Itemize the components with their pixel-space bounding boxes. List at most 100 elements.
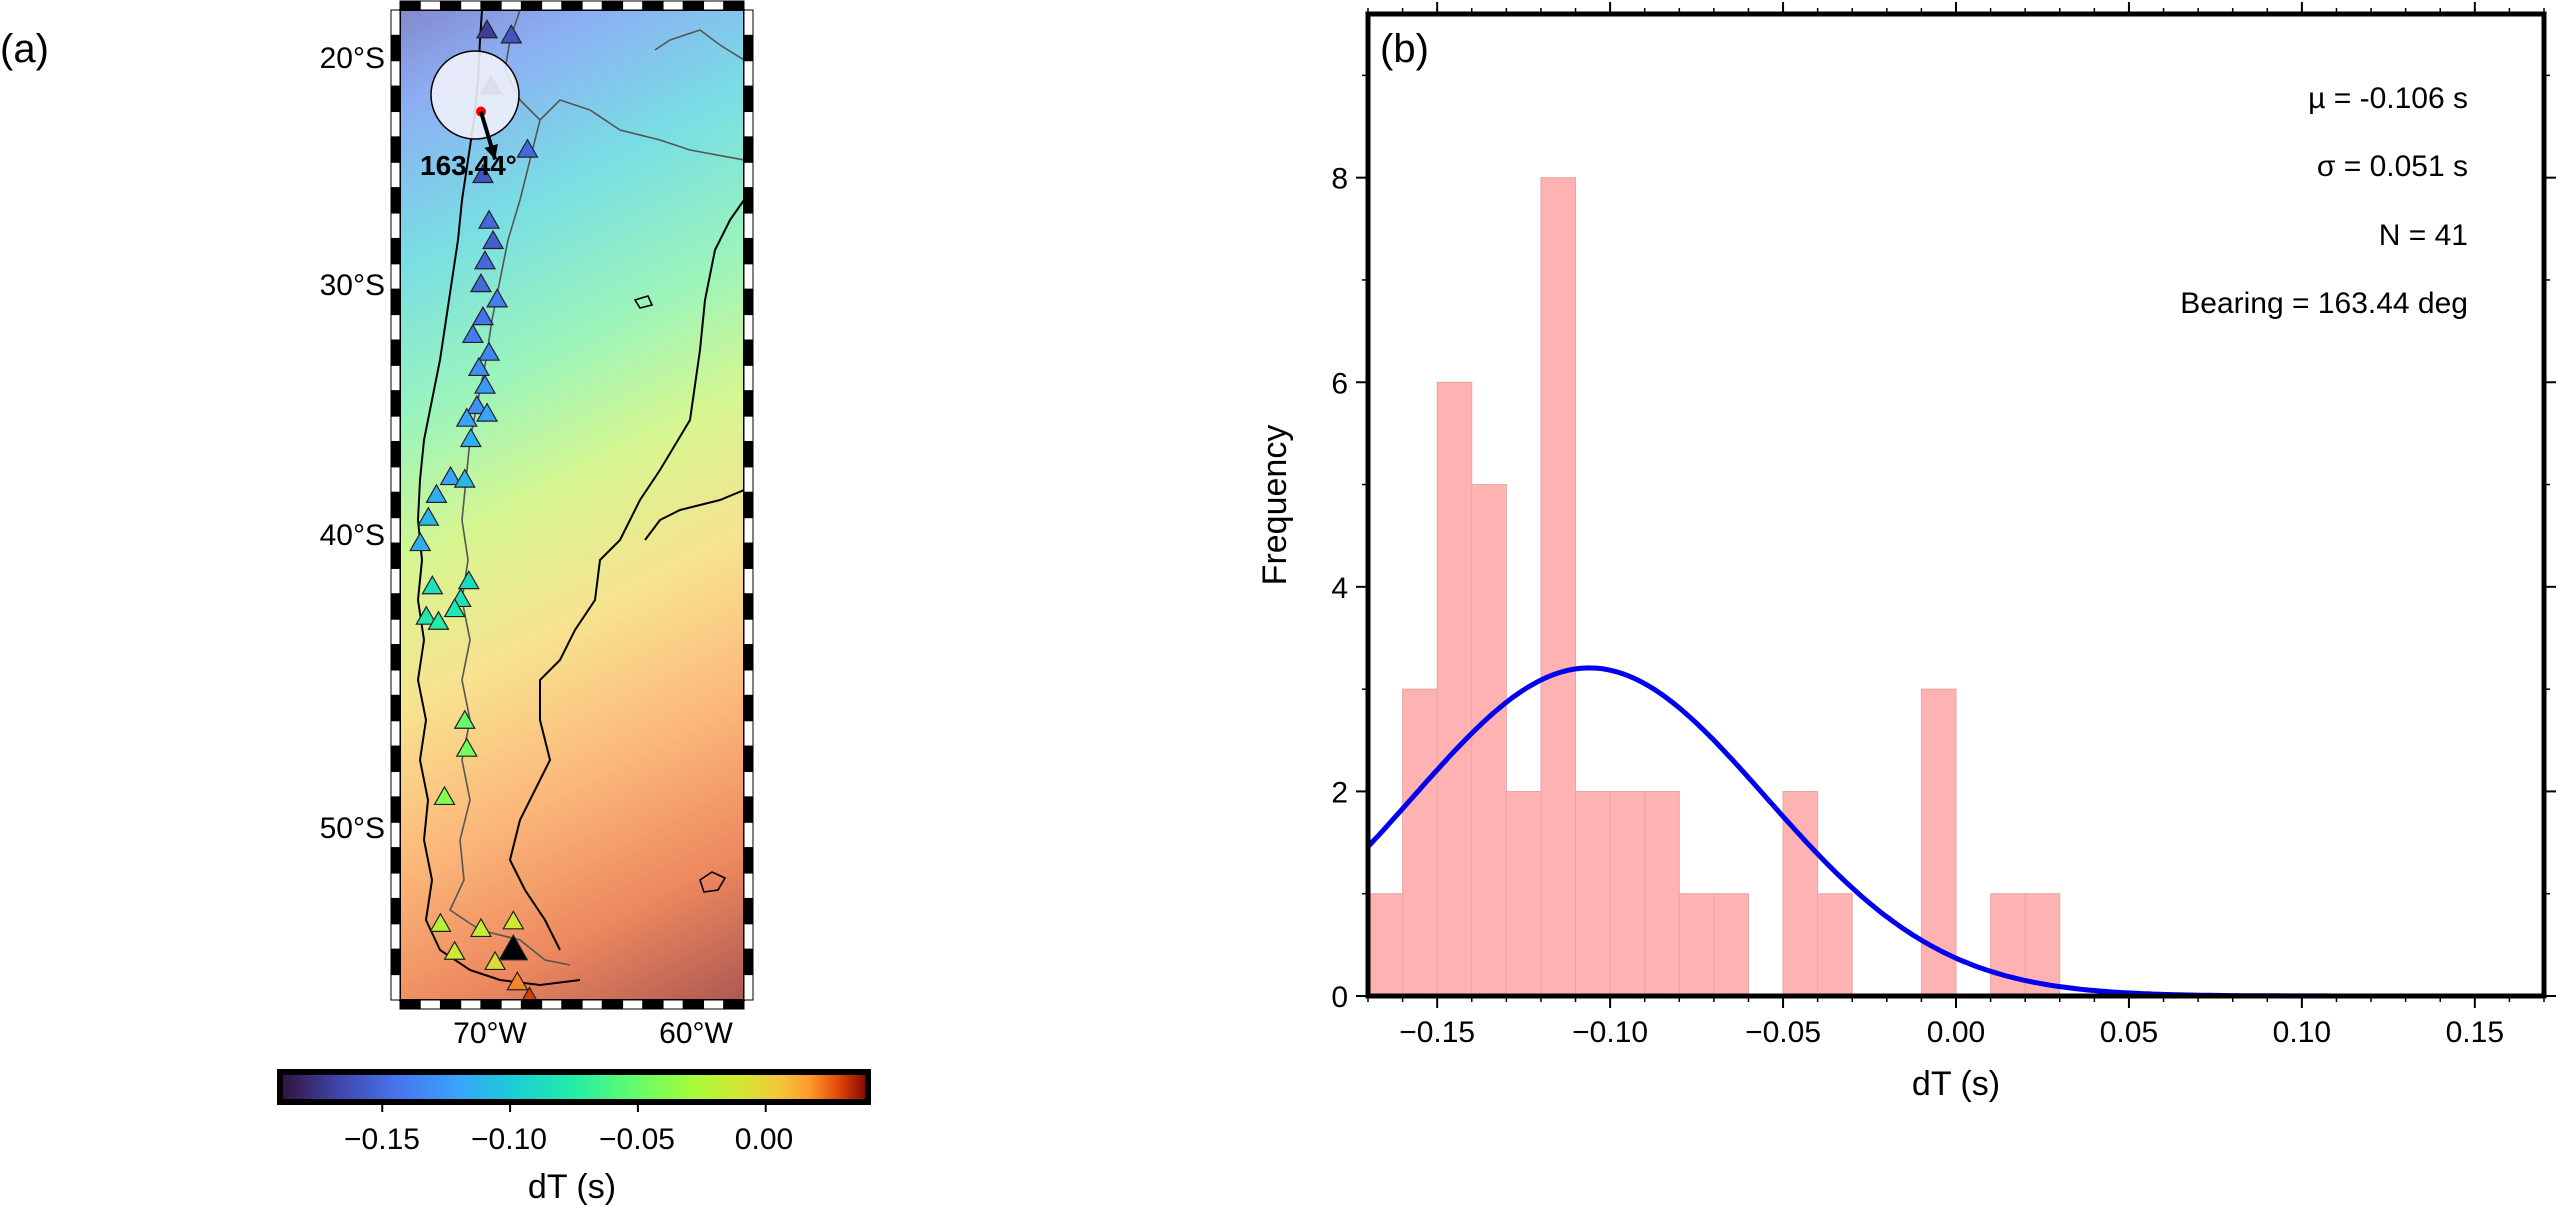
frame-segment — [419, 999, 441, 1010]
histogram-bar — [1436, 381, 1473, 997]
y-tick-label: 6 — [1331, 367, 1348, 400]
histogram-bar — [1920, 688, 1957, 997]
frame-segment — [743, 339, 754, 366]
histogram-bar — [1402, 688, 1438, 997]
frame-segment — [743, 85, 754, 113]
frame-segment — [743, 390, 754, 417]
frame-segment — [390, 111, 401, 138]
colorbar-gradient — [277, 1069, 871, 1105]
frame-segment — [390, 339, 401, 366]
frame-segment — [480, 0, 502, 11]
x-axis-label: dT (s) — [1912, 1065, 2000, 1103]
station-marker — [439, 465, 462, 486]
y-axis: 0 2 4 6 8 — [1331, 74, 2556, 1014]
frame-segment — [743, 720, 754, 747]
frame-segment — [480, 999, 502, 1010]
frame-segment — [743, 161, 754, 189]
station-marker — [409, 531, 432, 552]
histogram-bar — [1367, 893, 1404, 997]
station-marker — [478, 209, 501, 229]
frame-segment — [581, 0, 603, 11]
frame-segment — [682, 999, 705, 1010]
frame-segment — [390, 263, 401, 290]
station-marker — [473, 374, 497, 394]
frame-segment — [743, 34, 754, 62]
station-marker — [443, 597, 466, 618]
frame-segment — [743, 263, 754, 290]
frame-segment — [743, 923, 754, 950]
frame-segment — [743, 136, 754, 163]
frame-segment — [390, 390, 401, 417]
frame-segment — [541, 0, 563, 11]
frame-segment — [390, 745, 401, 773]
frame-segment — [390, 187, 401, 214]
frame-segment — [743, 9, 754, 36]
frame-segment — [520, 0, 543, 11]
frame-segment — [743, 60, 754, 87]
station-marker — [455, 407, 478, 427]
frame-segment — [622, 999, 644, 1010]
station-marker — [486, 288, 509, 308]
frame-segment — [460, 0, 482, 11]
frame-segment — [390, 9, 401, 36]
frame-segment — [743, 567, 754, 595]
station-marker — [421, 575, 444, 595]
frame-segment — [743, 441, 754, 468]
station-marker — [465, 394, 488, 415]
histogram-bars — [1367, 177, 2061, 997]
frame-segment — [743, 821, 754, 849]
frame-segment — [390, 517, 401, 544]
frame-segment — [390, 694, 401, 722]
frame-segment — [561, 999, 583, 1010]
frame-segment — [703, 999, 725, 1010]
frame-segment — [743, 872, 754, 899]
frame-segment — [743, 847, 754, 874]
station-marker — [425, 483, 448, 503]
panel-a-label: (a) — [0, 27, 49, 71]
frame-segment — [390, 618, 401, 646]
bolivia-border — [654, 29, 744, 61]
histogram-bar — [1575, 790, 1611, 997]
station-marker — [498, 934, 529, 961]
frame-segment — [390, 948, 401, 976]
station-marker — [478, 341, 501, 361]
map-frame — [390, 0, 754, 1010]
stats-box: µ = -0.106 s σ = 0.051 s N = 41 Bearing … — [2180, 82, 2468, 320]
frame-segment — [601, 0, 624, 11]
lon-tick-70w: 70°W — [453, 1017, 527, 1050]
y-tick-label: 0 — [1331, 981, 1348, 1014]
lon-tick-60w: 60°W — [659, 1017, 733, 1050]
frame-segment — [723, 0, 745, 11]
frame-segment — [390, 872, 401, 899]
frame-segment — [743, 948, 754, 976]
frame-segment — [743, 517, 754, 544]
frame-segment — [642, 0, 664, 11]
frame-segment — [743, 288, 754, 316]
station-marker — [516, 138, 539, 158]
colorbar-tick-label: −0.05 — [599, 1123, 675, 1156]
frame-segment — [390, 491, 401, 519]
station-marker — [457, 569, 480, 590]
frame-segment — [743, 364, 754, 392]
frame-segment — [743, 745, 754, 773]
coastline-atlantic — [508, 199, 744, 951]
lon-tick-labels: 70°W 60°W — [453, 1017, 733, 1050]
frame-segment — [390, 60, 401, 87]
bearing-label: 163.44° — [420, 150, 517, 181]
station-marker — [482, 229, 505, 250]
frame-segment — [390, 771, 401, 798]
frame-segment — [439, 0, 462, 11]
y-tick-label: 4 — [1331, 572, 1348, 605]
histogram-bar — [1540, 177, 1577, 997]
lat-tick-labels: 20°S 30°S 40°S 50°S — [320, 42, 385, 845]
colorbar-ticks — [381, 1102, 767, 1112]
y-tick-label: 8 — [1331, 163, 1348, 196]
frame-segment — [520, 999, 543, 1010]
station-marker — [455, 737, 478, 757]
station-marker — [433, 785, 456, 806]
frame-segment — [390, 669, 401, 696]
bearing-indicator: 163.44° — [420, 50, 520, 181]
frame-segment — [703, 0, 725, 11]
frame-segment — [743, 669, 754, 696]
frame-segment — [390, 897, 401, 925]
